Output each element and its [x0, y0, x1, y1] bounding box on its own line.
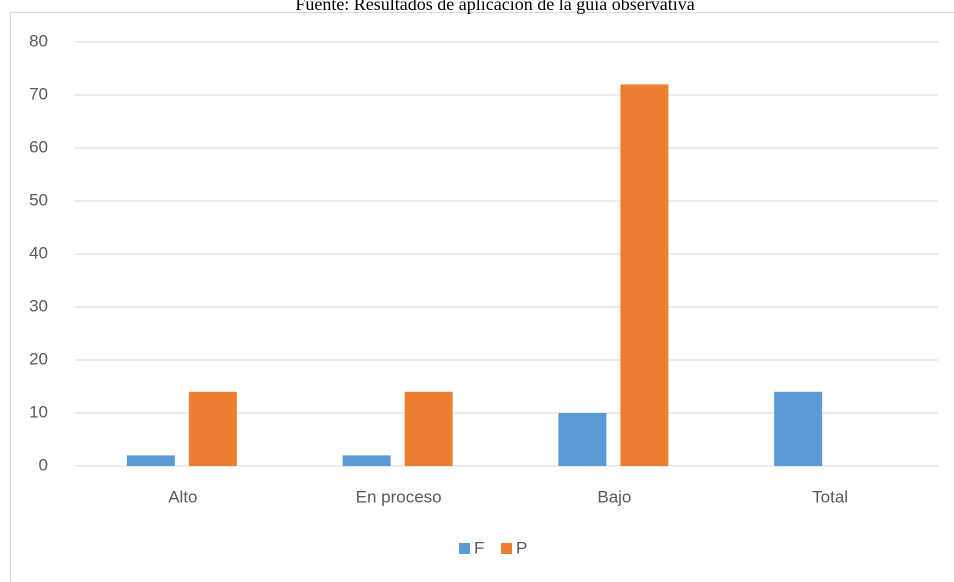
x-tick-label: Bajo [597, 487, 631, 506]
bar [126, 455, 175, 466]
title-backdrop [290, 0, 700, 12]
bar [558, 413, 607, 466]
y-tick-label: 10 [29, 402, 48, 421]
bar [342, 455, 391, 466]
bar [188, 391, 237, 466]
y-tick-label: 60 [29, 137, 48, 156]
legend-swatch [501, 543, 512, 554]
legend-swatch [459, 543, 470, 554]
bar [774, 391, 823, 466]
legend-label: P [516, 538, 527, 557]
bar [404, 391, 453, 466]
x-tick-label: Total [812, 487, 848, 506]
chart-title: Fuente: Resultados de aplicación de la g… [295, 0, 694, 14]
y-tick-label: 40 [29, 243, 48, 262]
y-tick-label: 70 [29, 84, 48, 103]
y-tick-label: 0 [39, 455, 48, 474]
y-tick-label: 30 [29, 296, 48, 315]
x-tick-label: Alto [168, 487, 197, 506]
y-tick-label: 20 [29, 349, 48, 368]
legend-label: F [474, 538, 484, 557]
y-tick-label: 80 [29, 31, 48, 50]
y-tick-label: 50 [29, 190, 48, 209]
x-tick-label: En proceso [356, 487, 442, 506]
bar [620, 84, 669, 467]
chart-frame [10, 12, 954, 582]
